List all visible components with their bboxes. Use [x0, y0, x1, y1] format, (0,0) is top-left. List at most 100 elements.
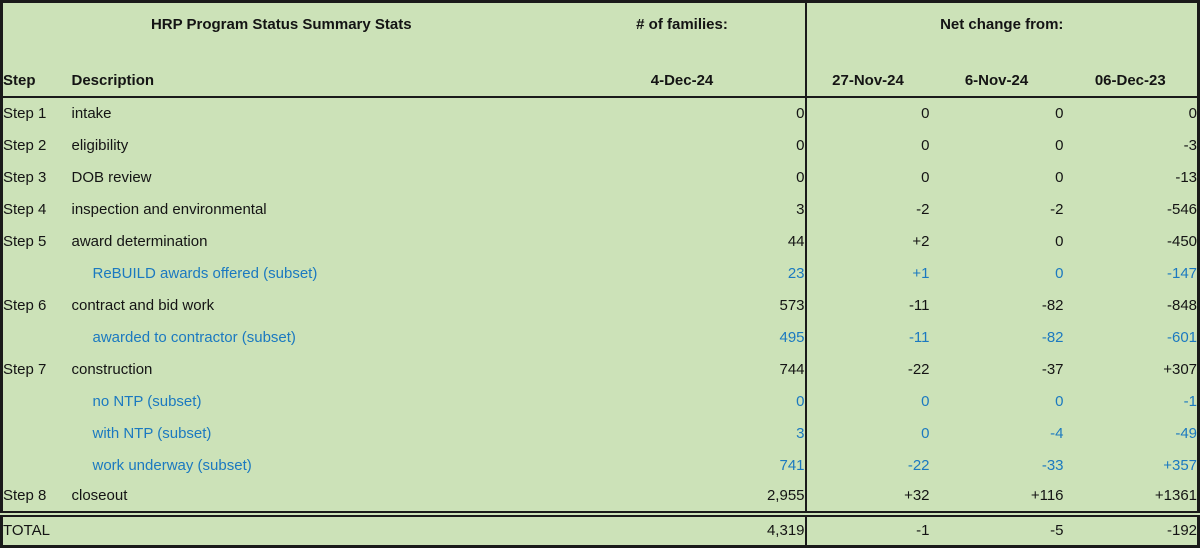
- row-description: inspection and environmental: [71, 200, 267, 218]
- row-change-06dec23: -147: [1166, 264, 1198, 282]
- row-change-6nov24: +116: [1030, 487, 1064, 505]
- row-change-27nov24: -11: [804, 321, 930, 354]
- row-change-06dec23: -601: [1166, 328, 1198, 346]
- row-step-label: Step 3: [3, 168, 47, 186]
- row-change-6nov24: -33: [1041, 456, 1064, 474]
- table-row-subset: with NTP (subset) 3 0 -4 -49: [2, 417, 1199, 450]
- table-row-subset: no NTP (subset) 0 0 0 -1: [2, 385, 1199, 418]
- page-title: HRP Program Status Summary Stats: [150, 15, 412, 33]
- row-change-27nov24: +32: [804, 481, 930, 514]
- total-change-06dec23: -192: [1166, 522, 1198, 540]
- row-description: construction: [71, 360, 153, 378]
- column-header-date-06dec23: 06-Dec-23: [1094, 72, 1166, 89]
- row-families-value: 495: [779, 328, 805, 346]
- table-row: Step 7 construction 744 -22 -37 +307: [2, 353, 1199, 386]
- table-row: Step 2 eligibility 0 0 0 -3: [2, 129, 1199, 162]
- row-description: with NTP (subset): [92, 424, 212, 442]
- row-change-27nov24: 0: [804, 129, 930, 162]
- column-header-date-27nov24: 27-Nov-24: [804, 45, 930, 97]
- row-change-6nov24: 0: [1055, 392, 1064, 410]
- table-body: Step 1 intake 0 0 0 0 Step 2 eligibility 0 0 0 -3 St…: [2, 97, 1199, 514]
- row-description: intake: [71, 105, 112, 123]
- row-change-6nov24: -82: [1041, 296, 1064, 314]
- row-change-6nov24: 0: [1055, 232, 1064, 250]
- row-change-06dec23: -848: [1166, 296, 1198, 314]
- row-families-value: 0: [796, 136, 805, 154]
- row-step-label: [2, 449, 72, 481]
- row-step-label: Step 4: [3, 200, 47, 218]
- row-change-6nov24: -37: [1041, 360, 1064, 378]
- row-change-06dec23: +357: [1163, 456, 1198, 474]
- row-change-06dec23: -1: [1183, 392, 1198, 410]
- row-step-label: Step 5: [3, 232, 47, 250]
- row-change-27nov24: +1: [804, 257, 930, 290]
- row-step-label: [2, 417, 72, 449]
- row-step-label: Step 8: [3, 487, 47, 505]
- row-description: DOB review: [71, 168, 152, 186]
- table-footer: TOTAL 4,319 -1 -5 -192: [1, 513, 1199, 547]
- row-step-label: [2, 385, 72, 417]
- row-step-label: Step 7: [3, 360, 47, 378]
- column-header-description: Description: [71, 72, 155, 89]
- net-change-label: Net change from:: [804, 1, 1199, 45]
- table-row: Step 5 award determination 44 +2 0 -450: [2, 225, 1199, 258]
- row-change-6nov24: 0: [1055, 168, 1064, 186]
- row-description: ReBUILD awards offered (subset): [92, 264, 318, 282]
- row-change-27nov24: 0: [804, 385, 930, 418]
- row-description: award determination: [71, 232, 208, 250]
- row-families-value: 0: [796, 105, 805, 123]
- row-description: work underway (subset): [92, 456, 252, 474]
- total-change-27nov24: -1: [804, 513, 930, 547]
- row-step-label: Step 6: [3, 296, 47, 314]
- row-change-6nov24: -2: [1050, 200, 1064, 218]
- row-change-06dec23: +1361: [1154, 487, 1198, 505]
- title-row: HRP Program Status Summary Stats # of fa…: [2, 1, 1199, 45]
- table-row: Step 3 DOB review 0 0 0 -13: [2, 161, 1199, 194]
- row-families-value: 2,955: [766, 487, 805, 505]
- families-count-label: # of families:: [636, 15, 728, 33]
- row-step-label: Step 1: [3, 105, 47, 123]
- column-header-current-date: 4-Dec-24: [650, 72, 714, 89]
- row-families-value: 44: [787, 232, 805, 250]
- table-row: Step 8 closeout 2,955 +32 +116 +1361: [2, 481, 1199, 514]
- table-header: HRP Program Status Summary Stats # of fa…: [1, 1, 1199, 97]
- column-header-date-6nov24: 6-Nov-24: [964, 72, 1029, 89]
- column-header-row: Step Description 4-Dec-24 27-Nov-24 6-No…: [1, 45, 1199, 97]
- row-change-06dec23: -3: [1183, 136, 1198, 154]
- table-row-subset: awarded to contractor (subset) 495 -11 -82 -…: [2, 321, 1199, 354]
- row-families-value: 744: [779, 360, 805, 378]
- row-change-06dec23: 0: [1188, 105, 1198, 123]
- row-families-value: 3: [796, 200, 805, 218]
- row-change-06dec23: -450: [1166, 232, 1198, 250]
- row-families-value: 3: [796, 424, 805, 442]
- table-row-subset: work underway (subset) 741 -22 -33 +357: [2, 449, 1199, 482]
- row-change-6nov24: 0: [1055, 136, 1064, 154]
- row-description: contract and bid work: [71, 296, 215, 314]
- table-row: Step 1 intake 0 0 0 0: [2, 97, 1199, 130]
- row-change-6nov24: 0: [1055, 105, 1064, 123]
- row-families-value: 0: [796, 392, 805, 410]
- row-change-6nov24: 0: [1055, 264, 1064, 282]
- row-change-27nov24: 0: [804, 97, 930, 130]
- row-families-value: 741: [779, 456, 805, 474]
- row-description: closeout: [71, 487, 128, 505]
- total-families-value: 4,319: [766, 522, 805, 540]
- column-header-step: Step: [3, 72, 36, 89]
- row-change-27nov24: 0: [804, 161, 930, 194]
- table-row-subset: ReBUILD awards offered (subset) 23 +1 0 -147: [2, 257, 1199, 290]
- table-row: Step 4 inspection and environmental 3 -2 -2-…: [2, 193, 1199, 226]
- row-change-06dec23: +307: [1163, 360, 1198, 378]
- row-step-label: [2, 321, 72, 353]
- row-change-27nov24: -22: [804, 353, 930, 386]
- row-change-6nov24: -4: [1050, 424, 1064, 442]
- row-families-value: 23: [787, 264, 805, 282]
- row-families-value: 573: [779, 296, 805, 314]
- row-change-06dec23: -546: [1166, 200, 1198, 218]
- row-change-27nov24: 0: [804, 417, 930, 450]
- row-change-27nov24: +2: [804, 225, 930, 258]
- row-families-value: 0: [796, 168, 805, 186]
- row-description: awarded to contractor (subset): [92, 328, 296, 346]
- row-change-27nov24: -22: [804, 449, 930, 482]
